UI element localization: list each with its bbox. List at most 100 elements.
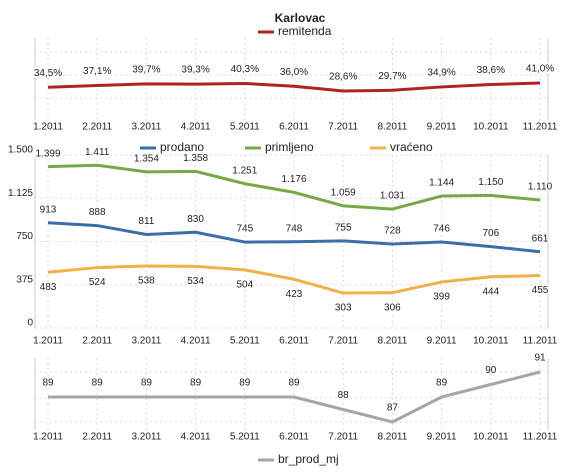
data-label: 534 — [187, 276, 204, 287]
y-tick-label: 375 — [16, 274, 33, 285]
x-tick-label: 5.2011 — [230, 432, 260, 443]
x-tick-label: 6.2011 — [279, 336, 309, 347]
data-label: 28,6% — [329, 72, 357, 83]
legend-label: primljeno — [265, 140, 314, 154]
series-line — [47, 163, 541, 211]
x-tick-label: 2.2011 — [82, 122, 112, 133]
data-label: 888 — [89, 207, 106, 218]
data-label: 89 — [190, 378, 202, 389]
data-label: 913 — [40, 204, 57, 215]
data-label: 1.150 — [478, 177, 503, 188]
data-label: 504 — [236, 280, 253, 291]
data-label: 87 — [387, 403, 399, 414]
x-tick-label: 1.2011 — [33, 432, 63, 443]
data-label: 1.251 — [232, 165, 257, 176]
x-tick-label: 4.2011 — [181, 432, 211, 443]
data-label: 1.354 — [134, 153, 159, 164]
data-label: 706 — [482, 228, 499, 239]
data-label: 41,0% — [526, 64, 554, 75]
legend-label: prodano — [160, 140, 204, 154]
data-label: 306 — [384, 302, 401, 313]
data-label: 37,1% — [83, 66, 111, 77]
data-label: 728 — [384, 226, 401, 237]
x-tick-label: 7.2011 — [328, 432, 358, 443]
x-tick-label: 9.2011 — [427, 336, 457, 347]
data-label: 745 — [236, 224, 253, 235]
data-label: 40,3% — [231, 64, 259, 75]
data-label: 89 — [92, 378, 104, 389]
y-tick-label: 0 — [27, 318, 33, 329]
data-label: 830 — [187, 214, 204, 225]
data-label: 1.399 — [35, 148, 60, 159]
data-label: 303 — [335, 303, 352, 314]
data-label: 538 — [138, 276, 155, 287]
data-label: 1.411 — [85, 147, 110, 158]
data-label: 399 — [433, 292, 450, 303]
data-label: 1.144 — [429, 178, 454, 189]
x-tick-label: 7.2011 — [328, 122, 358, 133]
data-label: 38,6% — [477, 65, 505, 76]
x-tick-label: 7.2011 — [328, 336, 358, 347]
series-line — [47, 221, 541, 254]
data-label: 746 — [433, 224, 450, 235]
data-label: 39,3% — [181, 65, 209, 76]
data-label: 34,5% — [34, 68, 62, 79]
data-label: 811 — [138, 216, 154, 227]
legend-label: br_prod_mj — [278, 452, 339, 466]
x-tick-label: 11.2011 — [523, 336, 558, 347]
data-label: 1.031 — [380, 191, 405, 202]
x-tick-label: 6.2011 — [279, 122, 309, 133]
data-label: 88 — [338, 390, 350, 401]
y-tick-label: 1.500 — [8, 145, 33, 156]
data-label: 1.059 — [331, 188, 356, 199]
data-label: 89 — [239, 378, 251, 389]
x-tick-label: 8.2011 — [377, 336, 407, 347]
data-label: 89 — [141, 378, 153, 389]
data-label: 89 — [436, 378, 448, 389]
x-tick-label: 5.2011 — [230, 122, 260, 133]
x-tick-label: 11.2011 — [523, 122, 558, 133]
x-tick-label: 2.2011 — [82, 336, 112, 347]
series-line — [48, 370, 541, 424]
data-label: 39,7% — [132, 64, 160, 75]
x-tick-label: 2.2011 — [82, 432, 112, 443]
data-label: 1.358 — [183, 153, 208, 164]
x-tick-label: 9.2011 — [427, 122, 457, 133]
data-label: 661 — [532, 233, 549, 244]
x-tick-label: 4.2011 — [181, 336, 211, 347]
x-tick-label: 5.2011 — [230, 336, 260, 347]
x-tick-label: 6.2011 — [279, 432, 309, 443]
series-line — [47, 264, 541, 295]
data-label: 1.110 — [528, 182, 553, 193]
x-tick-label: 8.2011 — [377, 122, 407, 133]
x-tick-label: 3.2011 — [131, 122, 161, 133]
data-label: 1.176 — [281, 174, 306, 185]
legend-label: remitenda — [278, 24, 332, 38]
data-label: 524 — [89, 277, 106, 288]
x-tick-label: 3.2011 — [131, 432, 161, 443]
x-tick-label: 10.2011 — [473, 432, 509, 443]
x-tick-label: 3.2011 — [131, 336, 161, 347]
series-line — [47, 81, 541, 93]
data-label: 455 — [532, 285, 549, 296]
x-tick-label: 1.2011 — [33, 336, 63, 347]
legend-label: vraćeno — [390, 140, 433, 154]
data-label: 755 — [335, 223, 352, 234]
x-tick-label: 10.2011 — [473, 122, 509, 133]
y-tick-label: 1.125 — [8, 188, 33, 199]
x-tick-label: 9.2011 — [427, 432, 457, 443]
x-tick-label: 4.2011 — [181, 122, 211, 133]
x-tick-label: 11.2011 — [523, 432, 558, 443]
x-tick-label: 10.2011 — [473, 336, 509, 347]
chart-title: Karlovac — [275, 11, 326, 25]
data-label: 90 — [485, 365, 497, 376]
data-label: 89 — [42, 378, 54, 389]
data-label: 29,7% — [378, 71, 406, 82]
data-label: 89 — [288, 378, 300, 389]
data-label: 36,0% — [280, 67, 308, 78]
data-label: 483 — [40, 282, 57, 293]
y-tick-label: 750 — [16, 231, 33, 242]
data-label: 423 — [286, 289, 303, 300]
data-label: 34,9% — [427, 68, 455, 79]
